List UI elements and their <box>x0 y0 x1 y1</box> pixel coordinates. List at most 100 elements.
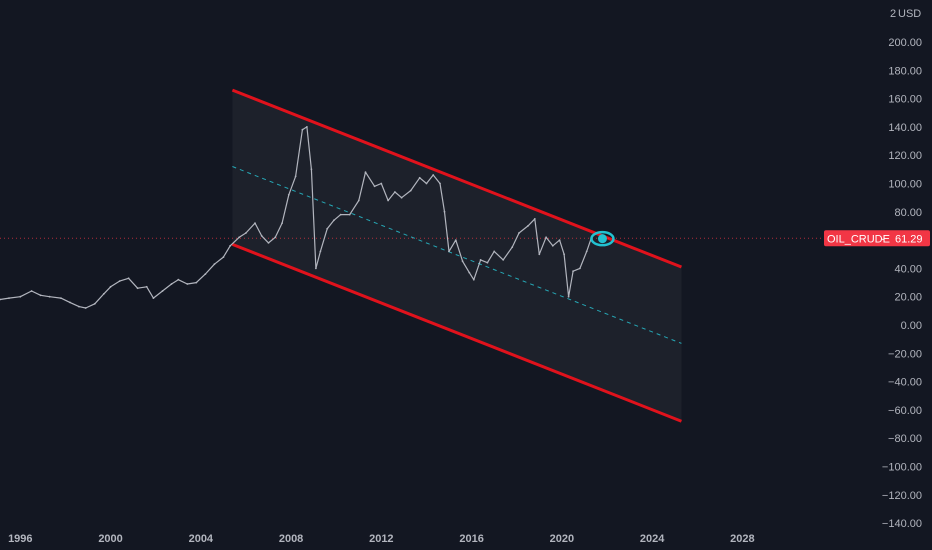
price-point <box>78 305 80 308</box>
price-point <box>533 218 536 220</box>
annotation-layer <box>590 230 615 247</box>
price-point <box>204 273 207 275</box>
price-point <box>551 244 554 247</box>
price-point <box>93 302 96 305</box>
price-point <box>274 236 277 239</box>
price-point <box>572 270 574 273</box>
y-tick-label: −60.00 <box>888 405 922 417</box>
y-tick-label: −20.00 <box>888 348 922 360</box>
price-point <box>170 283 173 285</box>
price-point <box>468 271 471 274</box>
price-point <box>254 222 256 225</box>
y-tick-label: 0.00 <box>901 320 922 332</box>
price-point <box>486 261 489 264</box>
y-tick-label: 160.00 <box>888 94 922 106</box>
price-point <box>502 259 505 261</box>
channel-midline <box>232 166 682 344</box>
price-point <box>579 267 581 270</box>
price-point <box>479 259 482 261</box>
price-point <box>585 250 588 253</box>
price-point <box>281 222 283 225</box>
price-point <box>177 278 180 281</box>
price-point <box>109 285 112 288</box>
price-point <box>222 256 225 258</box>
price-point <box>454 239 457 242</box>
price-point <box>238 236 241 239</box>
price-point <box>339 213 342 216</box>
price-point <box>443 210 446 213</box>
last-price-label-bg <box>824 230 930 247</box>
x-tick-label: 2020 <box>550 533 574 545</box>
price-point <box>394 191 396 193</box>
price-point <box>84 307 87 309</box>
channel-fill <box>232 90 682 422</box>
time-axis[interactable]: 1996 2000 2004 2008 2012 2016 2020 2024 2028 <box>8 533 755 545</box>
price-point <box>260 235 263 237</box>
price-point <box>306 126 308 128</box>
price-point <box>152 297 155 299</box>
price-point <box>432 174 435 176</box>
x-tick-label: 2004 <box>189 533 214 545</box>
price-point <box>333 219 335 222</box>
price-point <box>319 250 322 253</box>
last-price-value: 61.29 <box>895 233 923 245</box>
price-point <box>380 182 383 185</box>
y-tick-label: 200.00 <box>888 37 922 49</box>
price-point <box>195 281 198 284</box>
price-point <box>461 260 464 263</box>
scale-mode-label[interactable]: 2 <box>890 8 896 20</box>
currency-label[interactable]: USD <box>898 8 921 20</box>
price-point <box>364 171 367 174</box>
y-tick-label: −80.00 <box>888 433 922 445</box>
price-point <box>287 193 290 196</box>
price-point <box>315 267 317 270</box>
y-tick-label: 120.00 <box>888 150 922 162</box>
price-point <box>118 280 121 282</box>
price-point <box>527 225 529 227</box>
price-point <box>102 293 105 295</box>
y-tick-label: −120.00 <box>882 490 922 502</box>
regression-channel[interactable] <box>0 88 880 423</box>
y-tick-label: 80.00 <box>894 207 922 219</box>
price-point <box>136 287 139 290</box>
price-point <box>387 199 389 202</box>
x-tick-label: 1996 <box>8 533 32 545</box>
price-point <box>348 213 351 216</box>
price-point <box>373 185 376 188</box>
price-point <box>8 297 10 299</box>
price-point <box>409 189 412 192</box>
price-point <box>425 182 428 185</box>
y-tick-label: −40.00 <box>888 377 922 389</box>
price-point <box>418 176 421 179</box>
eye-outline <box>590 230 615 247</box>
price-point <box>245 232 247 234</box>
channel-lower-line <box>231 242 682 423</box>
y-tick-label: −100.00 <box>882 462 922 474</box>
x-tick-label: 2008 <box>279 533 303 545</box>
price-point <box>127 277 130 280</box>
price-point <box>19 295 22 298</box>
y-tick-label: 40.00 <box>894 263 922 275</box>
price-point <box>357 199 360 202</box>
price-point <box>294 175 297 178</box>
price-point <box>493 250 496 253</box>
price-point <box>326 227 329 230</box>
price-point <box>558 239 561 242</box>
x-tick-label: 2028 <box>730 533 754 545</box>
price-point <box>400 196 403 199</box>
y-tick-label: 100.00 <box>888 179 922 191</box>
x-tick-label: 2000 <box>98 533 122 545</box>
x-tick-label: 2012 <box>369 533 393 545</box>
price-point <box>310 168 313 171</box>
price-point <box>301 128 304 131</box>
price-axis[interactable]: 2 USD 200.00 180.00 160.00 140.00 120.00 100.… <box>882 8 922 530</box>
price-point <box>567 295 570 298</box>
price-point <box>213 263 216 266</box>
price-point <box>39 294 42 297</box>
y-tick-label: 180.00 <box>888 65 922 77</box>
eye-pupil <box>597 234 607 244</box>
price-point <box>48 295 51 298</box>
eye-icon <box>590 230 615 247</box>
price-point <box>69 301 71 304</box>
